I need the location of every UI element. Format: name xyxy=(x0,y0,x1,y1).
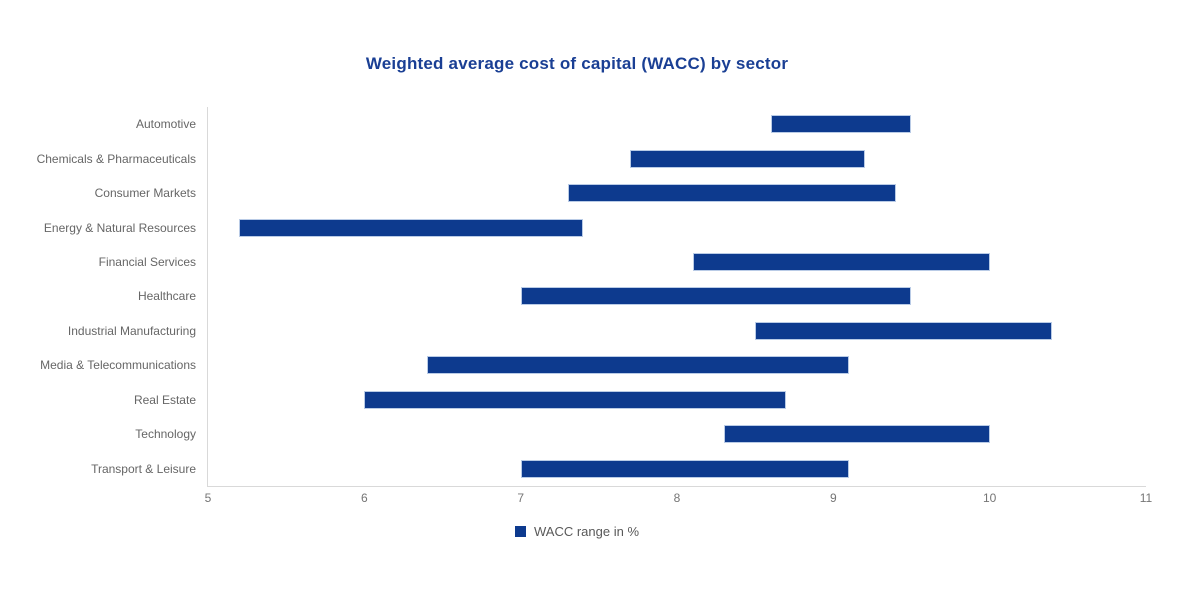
range-bar[interactable] xyxy=(770,115,912,134)
category-label: Consumer Markets xyxy=(94,186,196,201)
chart-title: Weighted average cost of capital (WACC) … xyxy=(365,54,789,73)
category-label: Chemicals & Pharmaceuticals xyxy=(36,151,196,166)
range-bar[interactable] xyxy=(692,252,990,271)
category-label: Automotive xyxy=(135,117,196,132)
category-label: Transport & Leisure xyxy=(91,461,196,476)
bar-track xyxy=(208,314,1146,348)
x-tick-label: 7 xyxy=(517,490,524,505)
x-tick-label: 9 xyxy=(829,490,837,505)
range-bar[interactable] xyxy=(755,321,1053,340)
category-axis: Automotive Chemicals & Pharmaceuticals Con… xyxy=(8,107,207,487)
x-tick-label: 10 xyxy=(982,490,997,505)
bar-track xyxy=(208,107,1146,141)
bars-area xyxy=(207,107,1146,487)
x-tick-label: 8 xyxy=(673,490,681,505)
bar-track xyxy=(208,245,1146,279)
legend-label: WACC range in % xyxy=(534,523,639,539)
bar-track xyxy=(208,417,1146,451)
category-label: Energy & Natural Resources xyxy=(43,220,196,235)
bar-track xyxy=(208,451,1146,485)
bar-track xyxy=(208,176,1146,210)
range-bar[interactable] xyxy=(520,459,849,478)
range-bar[interactable] xyxy=(567,184,896,203)
category-label: Healthcare xyxy=(137,289,196,304)
category-label: Technology xyxy=(135,427,196,442)
range-bar[interactable] xyxy=(426,356,849,375)
x-axis: 5 6 7 8 9 10 11 xyxy=(204,490,1153,511)
range-bar[interactable] xyxy=(723,425,990,444)
x-tick-label: 6 xyxy=(360,490,368,505)
category-label: Real Estate xyxy=(133,392,196,407)
bar-track xyxy=(208,141,1146,175)
category-label: Financial Services xyxy=(98,254,196,269)
x-tick-label: 5 xyxy=(204,490,212,505)
plot-area: Automotive Chemicals & Pharmaceuticals Con… xyxy=(8,107,1146,487)
wacc-range-chart: Weighted average cost of capital (WACC) … xyxy=(8,54,1153,539)
bar-track xyxy=(208,279,1146,313)
legend-swatch-icon xyxy=(515,525,526,537)
category-label: Industrial Manufacturing xyxy=(67,323,196,338)
bar-track xyxy=(208,348,1146,382)
range-bar[interactable] xyxy=(630,149,865,168)
range-bar[interactable] xyxy=(239,218,584,237)
range-bar[interactable] xyxy=(364,390,787,409)
bar-track xyxy=(208,383,1146,417)
range-bar[interactable] xyxy=(520,287,912,306)
x-tick-label: 11 xyxy=(1139,490,1153,505)
legend-item[interactable]: WACC range in % xyxy=(8,524,1146,539)
bar-track xyxy=(208,210,1146,244)
category-label: Media & Telecommunications xyxy=(40,358,196,373)
